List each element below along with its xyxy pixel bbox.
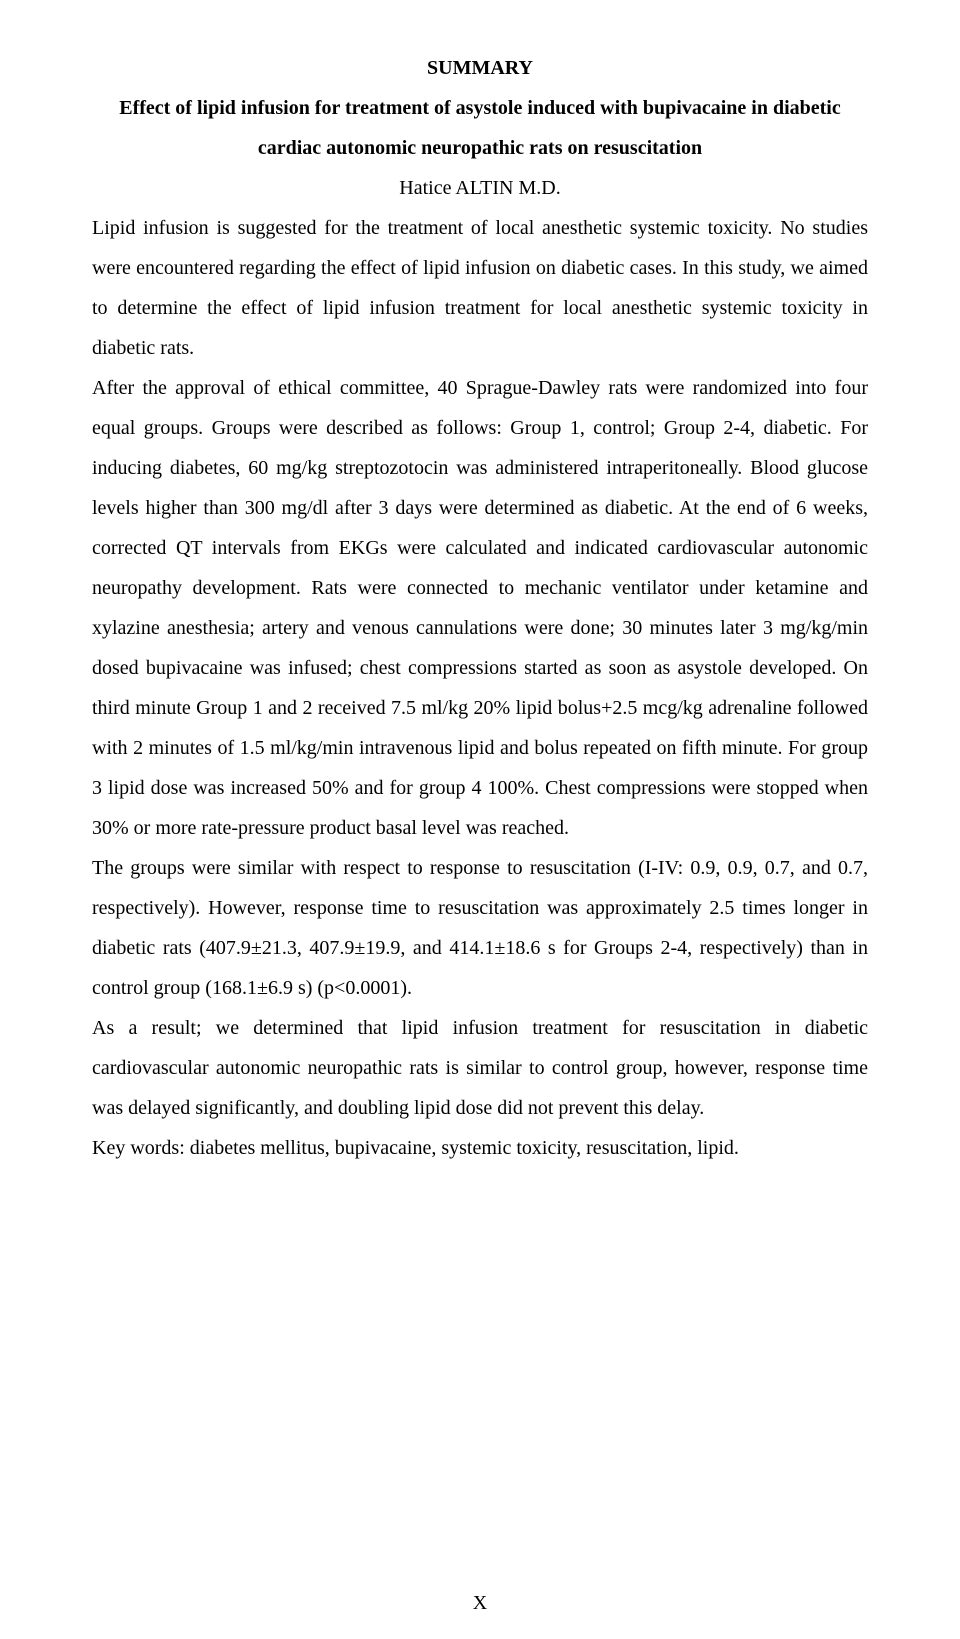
paragraph-results: The groups were similar with respect to … <box>92 848 868 1008</box>
document-page: SUMMARY Effect of lipid infusion for tre… <box>0 0 960 1639</box>
summary-heading: SUMMARY <box>92 48 868 88</box>
paragraph-intro: Lipid infusion is suggested for the trea… <box>92 208 868 368</box>
paragraph-keywords: Key words: diabetes mellitus, bupivacain… <box>92 1128 868 1168</box>
paragraph-methods: After the approval of ethical committee,… <box>92 368 868 848</box>
document-author: Hatice ALTIN M.D. <box>92 168 868 208</box>
paragraph-conclusion: As a result; we determined that lipid in… <box>92 1008 868 1128</box>
page-number: X <box>0 1592 960 1615</box>
document-title: Effect of lipid infusion for treatment o… <box>92 88 868 168</box>
